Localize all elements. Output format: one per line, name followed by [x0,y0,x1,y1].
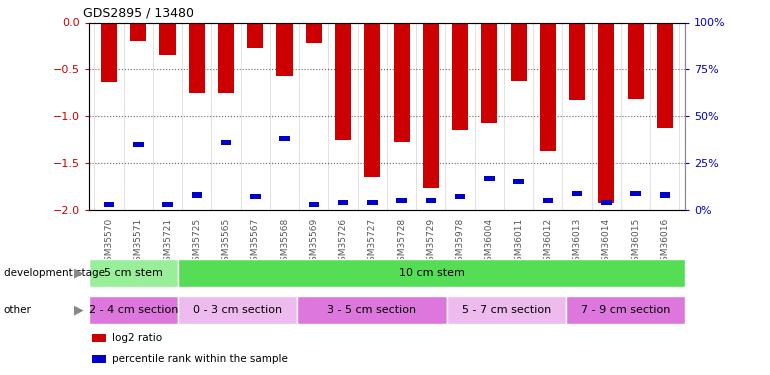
Text: 7 - 9 cm section: 7 - 9 cm section [581,305,671,315]
Bar [598,22,614,202]
Bar [133,142,143,147]
Bar [397,198,407,203]
Text: GDS2895 / 13480: GDS2895 / 13480 [82,7,193,20]
Text: 5 cm stem: 5 cm stem [104,268,162,278]
Bar [221,140,231,145]
Bar [367,200,377,205]
Bar [189,22,205,93]
Bar [543,198,553,203]
Bar [250,194,260,200]
Bar [247,22,263,48]
Bar [335,22,351,140]
Bar [481,22,497,123]
Bar [218,22,234,93]
Text: ▶: ▶ [74,304,83,317]
Bar [364,22,380,177]
Text: ▶: ▶ [74,266,83,279]
Text: other: other [4,305,32,315]
Bar [393,22,410,142]
Bar [159,22,176,56]
Bar [306,22,322,43]
Bar [309,202,319,207]
Text: 10 cm stem: 10 cm stem [399,268,464,278]
Bar [511,22,527,81]
Bar [572,190,582,196]
Bar [657,22,673,128]
Bar [276,22,293,76]
Text: percentile rank within the sample: percentile rank within the sample [112,354,287,364]
Bar [192,192,202,198]
Text: development stage: development stage [4,268,105,278]
Bar [540,22,556,151]
Bar [514,179,524,184]
Bar [631,190,641,196]
Bar [130,22,146,41]
Text: 2 - 4 cm section: 2 - 4 cm section [89,305,178,315]
Bar [452,22,468,130]
Bar [104,202,114,207]
Text: 0 - 3 cm section: 0 - 3 cm section [193,305,283,315]
Bar [455,194,465,200]
Text: 5 - 7 cm section: 5 - 7 cm section [462,305,551,315]
Bar [426,198,436,203]
Bar [569,22,585,100]
Text: 3 - 5 cm section: 3 - 5 cm section [327,305,417,315]
Bar [423,22,439,188]
Bar [162,202,172,207]
Bar [660,192,670,198]
Bar [628,22,644,99]
Bar [280,136,290,141]
Text: log2 ratio: log2 ratio [112,333,162,343]
Bar [601,200,611,205]
Bar [338,200,348,205]
Bar [484,176,494,181]
Bar [101,22,117,82]
